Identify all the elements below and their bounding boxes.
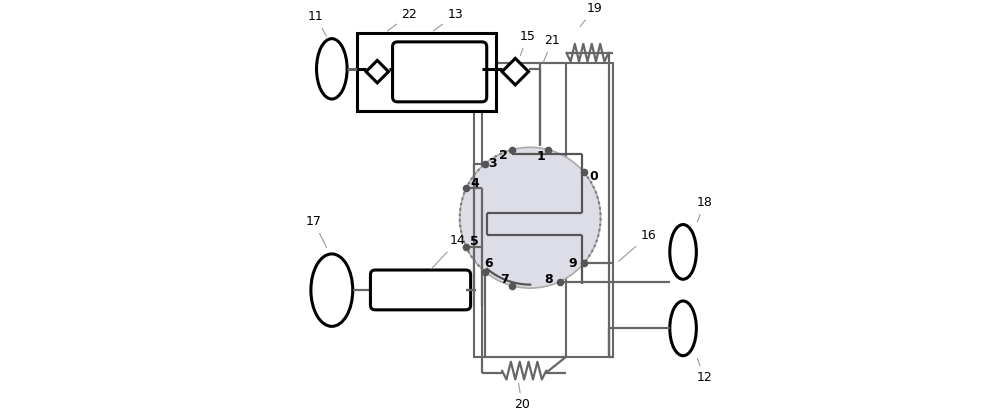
Text: 8: 8 [544,273,553,286]
Text: 3: 3 [489,157,497,170]
Text: 14: 14 [431,234,466,269]
Text: 13: 13 [433,8,463,31]
Text: 6: 6 [484,257,492,270]
Text: 19: 19 [580,2,602,26]
FancyBboxPatch shape [393,42,487,102]
Text: 0: 0 [590,170,599,183]
Text: 4: 4 [470,178,479,190]
Text: 5: 5 [470,235,479,248]
Text: 17: 17 [306,215,327,248]
Text: 16: 16 [619,229,657,261]
Bar [482,63,566,356]
Text: 1: 1 [537,150,546,164]
Bar [474,63,613,356]
Polygon shape [366,61,389,83]
Circle shape [460,147,601,288]
Text: 9: 9 [569,257,577,270]
Text: 12: 12 [697,358,712,384]
Polygon shape [502,59,529,85]
Text: 22: 22 [388,8,417,31]
Text: 21: 21 [543,34,560,62]
Text: 15: 15 [519,30,535,56]
Bar [357,33,496,111]
Text: 18: 18 [696,196,712,222]
Text: 11: 11 [308,10,326,36]
Text: 7: 7 [500,273,509,286]
Text: 2: 2 [499,149,507,162]
Text: 20: 20 [514,384,530,411]
FancyBboxPatch shape [370,270,471,310]
